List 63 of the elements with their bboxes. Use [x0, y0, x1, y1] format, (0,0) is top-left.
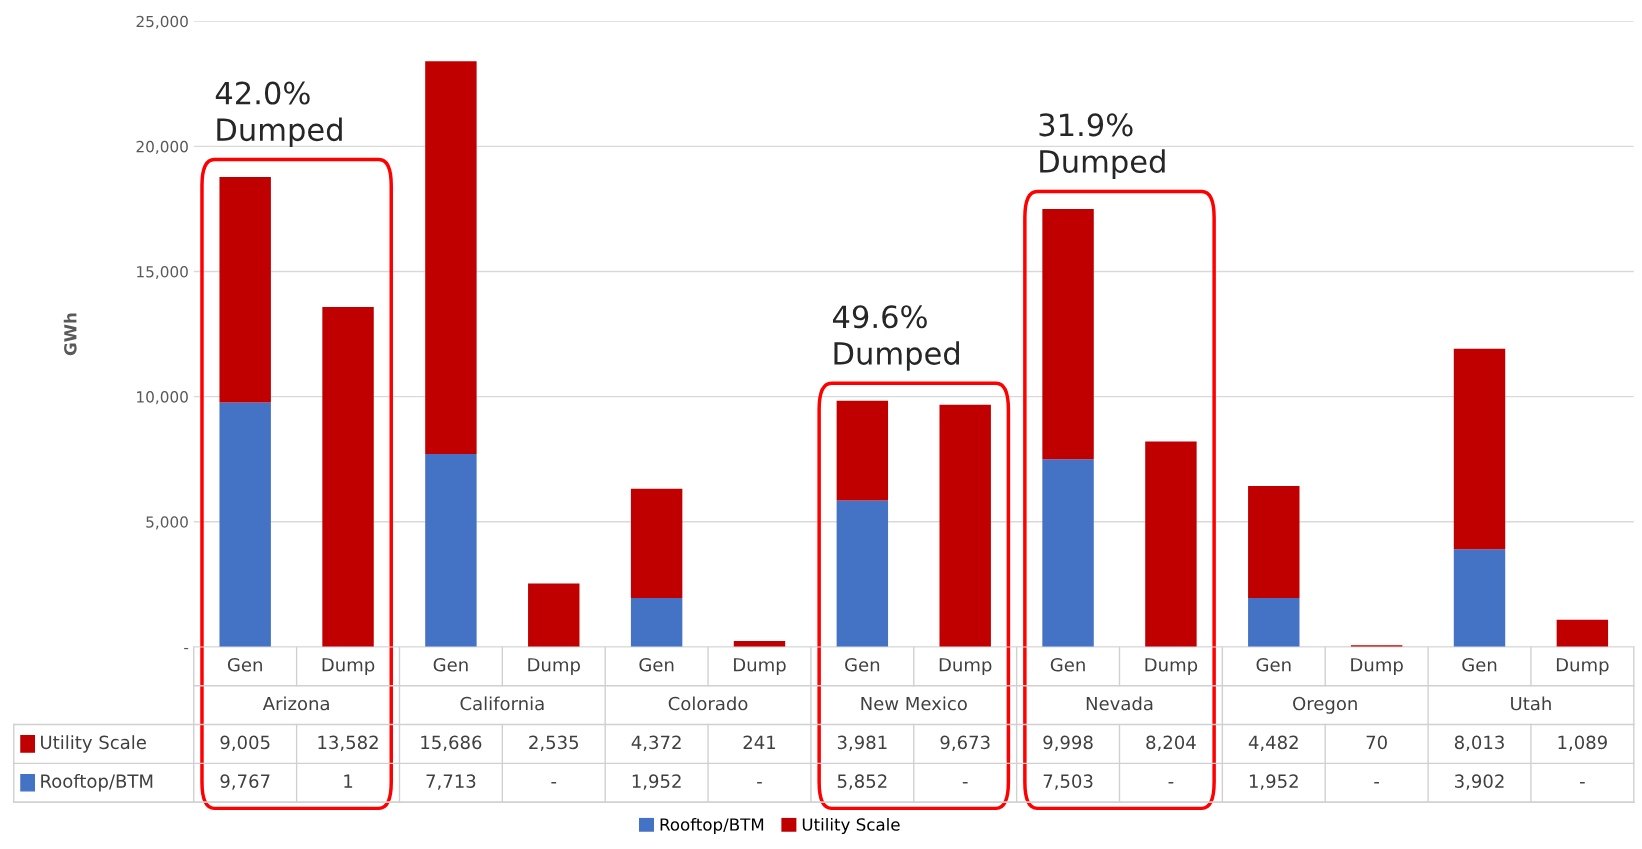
annotation: 42.0% Dumped: [215, 81, 342, 148]
x-tick-label: Dump: [939, 658, 992, 676]
x-tick-label: Dump: [1351, 658, 1403, 676]
data-label: 9,673: [940, 735, 990, 751]
data-label: 1: [344, 774, 353, 788]
data-label: 8,204: [1146, 735, 1196, 751]
text: Arizona: [262, 696, 329, 711]
legend-label: Utility Scale: [41, 735, 146, 753]
x-tick-label: Gen: [639, 657, 674, 672]
data-label: 2,535: [529, 735, 579, 751]
x-tick-label: Gen: [845, 657, 880, 672]
y-tick-label: 5,000: [146, 516, 188, 530]
y-tick-label: 15,000: [137, 265, 188, 280]
data-label: -: [1168, 782, 1174, 784]
data-label: 241: [743, 735, 776, 749]
x-tick-label: Gen: [433, 657, 468, 672]
data-label: 3,981: [837, 735, 887, 751]
data-label: 70: [1366, 735, 1387, 750]
data-label: 4,482: [1248, 735, 1298, 751]
data-label: 3,902: [1455, 774, 1504, 790]
y-tick-label: 25,000: [136, 15, 188, 29]
data-label: 15,686: [421, 735, 482, 751]
data-label: -: [1579, 782, 1585, 784]
text: Colorado: [668, 696, 748, 711]
y-tick-label: 20,000: [136, 140, 188, 154]
data-label: 1,089: [1558, 735, 1607, 751]
data-label: -: [962, 782, 968, 784]
text: California: [460, 696, 544, 711]
y-axis-title: GWh: [63, 313, 77, 356]
data-label: 5,852: [837, 774, 887, 790]
x-tick-label: Gen: [227, 657, 262, 672]
data-label: 7,713: [426, 774, 476, 790]
annotation: 49.6% Dumped: [832, 305, 959, 371]
text: Rooftop/BTM: [660, 817, 764, 835]
x-tick-label: Dump: [1145, 658, 1198, 676]
data-label: 9,005: [220, 735, 270, 751]
data-label: 4,372: [631, 735, 681, 751]
text: Nevada: [1086, 696, 1153, 711]
data-label: -: [1374, 782, 1380, 784]
data-label: 1,952: [1249, 774, 1298, 790]
legend-label: Rooftop/BTM: [41, 773, 153, 792]
text: Utah: [1511, 696, 1551, 711]
data-label: 9,767: [220, 774, 270, 790]
annotation: 31.9% Dumped: [1039, 113, 1165, 179]
data-label: 13,582: [318, 735, 378, 751]
y-tick-label: -: [184, 647, 189, 650]
x-tick-label: Dump: [528, 658, 580, 676]
x-tick-label: Dump: [322, 658, 375, 676]
data-label: 7,503: [1043, 774, 1093, 790]
x-tick-label: Dump: [1556, 658, 1609, 676]
text: Utility Scale: [802, 817, 900, 835]
x-tick-label: Gen: [1462, 657, 1497, 672]
data-label: 8,013: [1454, 735, 1504, 751]
data-label: 9,998: [1043, 735, 1093, 751]
text: New Mexico: [861, 696, 967, 711]
data-label: 1,952: [632, 774, 681, 790]
x-tick-label: Gen: [1050, 657, 1085, 672]
x-tick-label: Dump: [734, 658, 786, 676]
data-label: -: [551, 782, 557, 784]
data-label: -: [757, 782, 762, 784]
x-tick-label: Gen: [1256, 657, 1291, 672]
y-tick-label: 10,000: [137, 391, 188, 405]
text: Oregon: [1293, 696, 1357, 714]
